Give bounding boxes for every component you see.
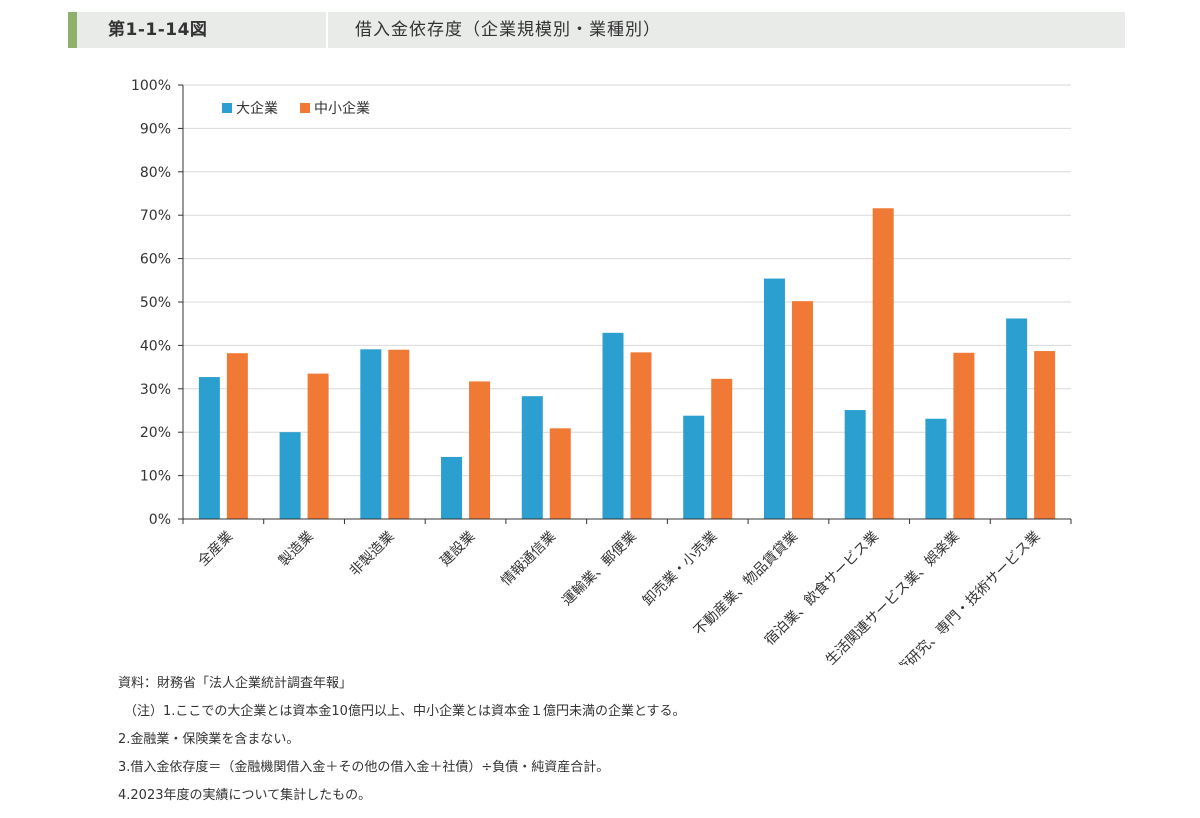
notes-block: 資料：財務省「法人企業統計調査年報」 （注）1.ここでの大企業とは資本金10億円… [118,670,686,810]
x-tick-labels: 全産業 製造業 非製造業 建設業 情報通信業 運輸業、郵便業 卸売業・小売業不動産業、物品賃… [194,528,1043,665]
y-tick-labels: 0% 10% 20% 30% 40% 50% 60% 70% 80% 90% 100% [131,78,171,528]
y-tick-label: 0% [149,512,171,528]
y-tick-label: 20% [140,425,171,441]
legend: 大企業 中小企業 [222,100,370,117]
x-tick-label: 非製造業 [347,529,398,580]
bar-large [925,418,947,519]
bar-sme [791,301,813,519]
y-tick-label: 80% [140,165,171,181]
bar-sme [711,378,733,519]
bar-large [198,377,220,519]
bar-sme [469,381,491,519]
bar-sme [226,353,248,519]
legend-label: 大企業 [236,100,278,117]
figure-number: 第1-1-14図 [108,20,208,40]
bar-large [602,332,624,519]
bar-large [441,456,463,519]
y-tick-label: 40% [140,338,171,354]
figure-title: 借入金依存度（企業規模別・業種別） [355,20,661,40]
note-4: 4.2023年度の実績について集計したもの。 [118,788,372,803]
x-tick-label: 生活関連サービス業、娯楽業 [823,529,963,665]
legend-swatch [222,103,232,113]
bar-large [521,396,543,519]
bar-large [763,278,785,519]
note-2: 2.金融業・保険業を含まない。 [118,732,300,747]
bar-sme [872,208,894,520]
x-tick-label: 製造業 [276,529,317,570]
bar-large [844,410,866,519]
bars [198,208,1056,520]
gridlines [183,84,1071,477]
x-tick-label: 運輸業、郵便業 [559,529,640,610]
y-tick-label: 50% [140,295,171,311]
figure-header: 第1-1-14図 借入金依存度（企業規模別・業種別） [68,12,1125,48]
y-tick-label: 70% [140,208,171,224]
legend-label: 中小企業 [314,100,370,117]
legend-swatch [300,103,310,113]
bar-sme [953,352,975,519]
bar-sme [388,349,410,519]
bar-sme [307,373,329,519]
note-3: 3.借入金依存度＝（金融機関借入金＋その他の借入金＋社債）÷負債・純資産合計。 [118,760,610,775]
header-separator [326,12,328,48]
header-accent-bar [68,12,77,48]
y-tick-label: 100% [131,78,171,94]
bar-large [1006,318,1028,519]
y-tick-label: 60% [140,252,171,268]
y-tick-label: 10% [140,469,171,485]
bar-sme [1034,351,1056,519]
x-tick-label: 学術研究、専門・技術サービス業 [884,529,1044,665]
x-tick-label: 建設業 [437,529,478,570]
axes [178,84,1072,524]
source-note: 資料：財務省「法人企業統計調査年報」 [118,676,353,691]
bar-large [683,415,705,519]
x-tick-label: 卸売業・小売業 [640,529,721,610]
bar-large [279,432,301,519]
y-tick-label: 30% [140,382,171,398]
bar-sme [549,428,571,519]
y-tick-label: 90% [140,121,171,137]
bar-chart: 0% 10% 20% 30% 40% 50% 60% 70% 80% 90% 100% 全産業 製造業… [131,78,1072,665]
x-tick-label: 全産業 [194,528,236,570]
note-1: （注）1.ここでの大企業とは資本金10億円以上、中小企業とは資本金１億円未満の企… [124,704,686,719]
x-tick-label: 情報通信業 [498,529,559,590]
bar-sme [630,352,652,519]
bar-large [360,349,382,519]
